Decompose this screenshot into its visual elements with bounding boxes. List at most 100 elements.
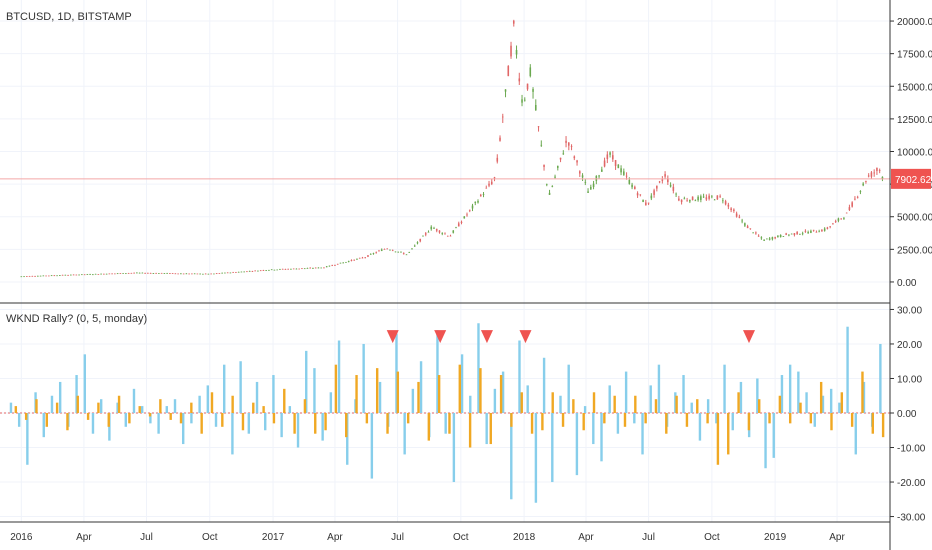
- price-candle: [540, 144, 543, 146]
- price-candle: [290, 268, 292, 270]
- indicator-bar: [50, 395, 54, 413]
- indicator-bar: [272, 375, 275, 413]
- price-candle: [636, 193, 639, 196]
- price-candle: [108, 273, 111, 275]
- price-candle: [768, 238, 771, 240]
- price-candle: [766, 238, 768, 240]
- grid: [0, 0, 890, 522]
- price-candle: [799, 233, 801, 235]
- price-candle: [628, 179, 631, 184]
- price-candle: [26, 276, 28, 277]
- indicator-bar: [603, 413, 606, 424]
- price-candle: [856, 196, 859, 198]
- indicator-bar: [26, 413, 29, 465]
- indicator-bar: [797, 371, 800, 413]
- indicator-tick-label: 10.00: [897, 374, 922, 385]
- price-candle: [479, 194, 482, 197]
- indicator-tick-label: 0.00: [897, 409, 917, 420]
- indicator-tick-label: 20.00: [897, 340, 922, 351]
- price-candle: [719, 195, 721, 197]
- indicator-bar: [644, 413, 647, 424]
- price-candle: [507, 66, 510, 77]
- price-candle: [829, 226, 831, 228]
- price-candle: [334, 265, 336, 266]
- price-candle: [790, 233, 793, 235]
- indicator-bar: [334, 364, 338, 413]
- price-candle: [262, 270, 265, 271]
- indicator-bar: [247, 413, 251, 434]
- price-candle: [606, 154, 609, 160]
- price-candle: [818, 231, 820, 233]
- indicator-bar: [231, 395, 234, 413]
- price-candle: [309, 267, 311, 269]
- indicator-bar: [850, 413, 854, 427]
- price-candle: [202, 273, 204, 275]
- indicator-bar: [737, 392, 740, 413]
- price-candle: [471, 205, 474, 209]
- price-candle: [785, 233, 787, 235]
- price-candle: [169, 273, 171, 274]
- price-candle: [130, 272, 133, 274]
- price-candle: [122, 273, 124, 274]
- indicator-bar: [706, 413, 709, 424]
- price-candle: [551, 186, 554, 187]
- indicator-bar: [337, 340, 341, 413]
- price-candle: [158, 273, 160, 274]
- price-candle: [870, 172, 873, 177]
- indicator-bar: [452, 413, 456, 483]
- price-candle: [141, 272, 144, 274]
- price-candle: [72, 274, 75, 276]
- indicator-bar: [288, 406, 292, 413]
- price-candle: [733, 209, 735, 212]
- price-candle: [779, 234, 782, 237]
- indicator-bar: [854, 413, 857, 455]
- indicator-bar: [210, 392, 214, 413]
- signal-marker: [386, 330, 399, 344]
- indicator-bar: [378, 381, 382, 413]
- indicator-bar: [520, 392, 523, 413]
- price-candle: [625, 175, 628, 177]
- price-candle: [782, 236, 785, 237]
- price-candle: [424, 233, 427, 235]
- price-candle: [741, 220, 743, 222]
- indicator-bar: [35, 399, 38, 413]
- indicator-bar: [375, 368, 379, 413]
- price-candle: [848, 207, 851, 210]
- price-candle: [116, 273, 119, 275]
- indicator-bar: [477, 323, 480, 413]
- price-candle: [125, 273, 127, 275]
- price-candle: [53, 275, 56, 277]
- indicator-bar: [723, 364, 726, 413]
- price-candle: [152, 273, 155, 274]
- indicator-bar: [66, 413, 69, 431]
- price-candle: [265, 270, 267, 272]
- indicator-bar: [417, 381, 420, 413]
- x-tick-label: 2016: [10, 532, 33, 543]
- price-candle: [554, 176, 556, 178]
- price-candle: [815, 231, 818, 233]
- price-candle: [86, 274, 89, 275]
- indicator-bar: [493, 388, 497, 413]
- price-candle: [526, 83, 529, 90]
- price-candle: [149, 273, 152, 274]
- x-tick-label: 2018: [513, 532, 536, 543]
- indicator-bar: [871, 413, 874, 434]
- price-candle: [287, 268, 289, 270]
- indicator-bar: [768, 413, 771, 424]
- price-candle: [562, 153, 565, 155]
- indicator-bar: [813, 413, 816, 427]
- indicator-bar: [303, 399, 307, 413]
- price-candle: [614, 160, 617, 166]
- price-candle: [463, 216, 466, 219]
- price-candle: [97, 274, 100, 275]
- price-candle: [746, 226, 749, 229]
- indicator-bar: [148, 413, 152, 417]
- indicator-bar: [406, 413, 410, 424]
- price-candle: [576, 160, 578, 163]
- price-candle: [598, 175, 600, 177]
- indicator-tick-label: 30.00: [897, 305, 922, 316]
- price-candle: [301, 268, 303, 270]
- price-candle: [257, 270, 259, 272]
